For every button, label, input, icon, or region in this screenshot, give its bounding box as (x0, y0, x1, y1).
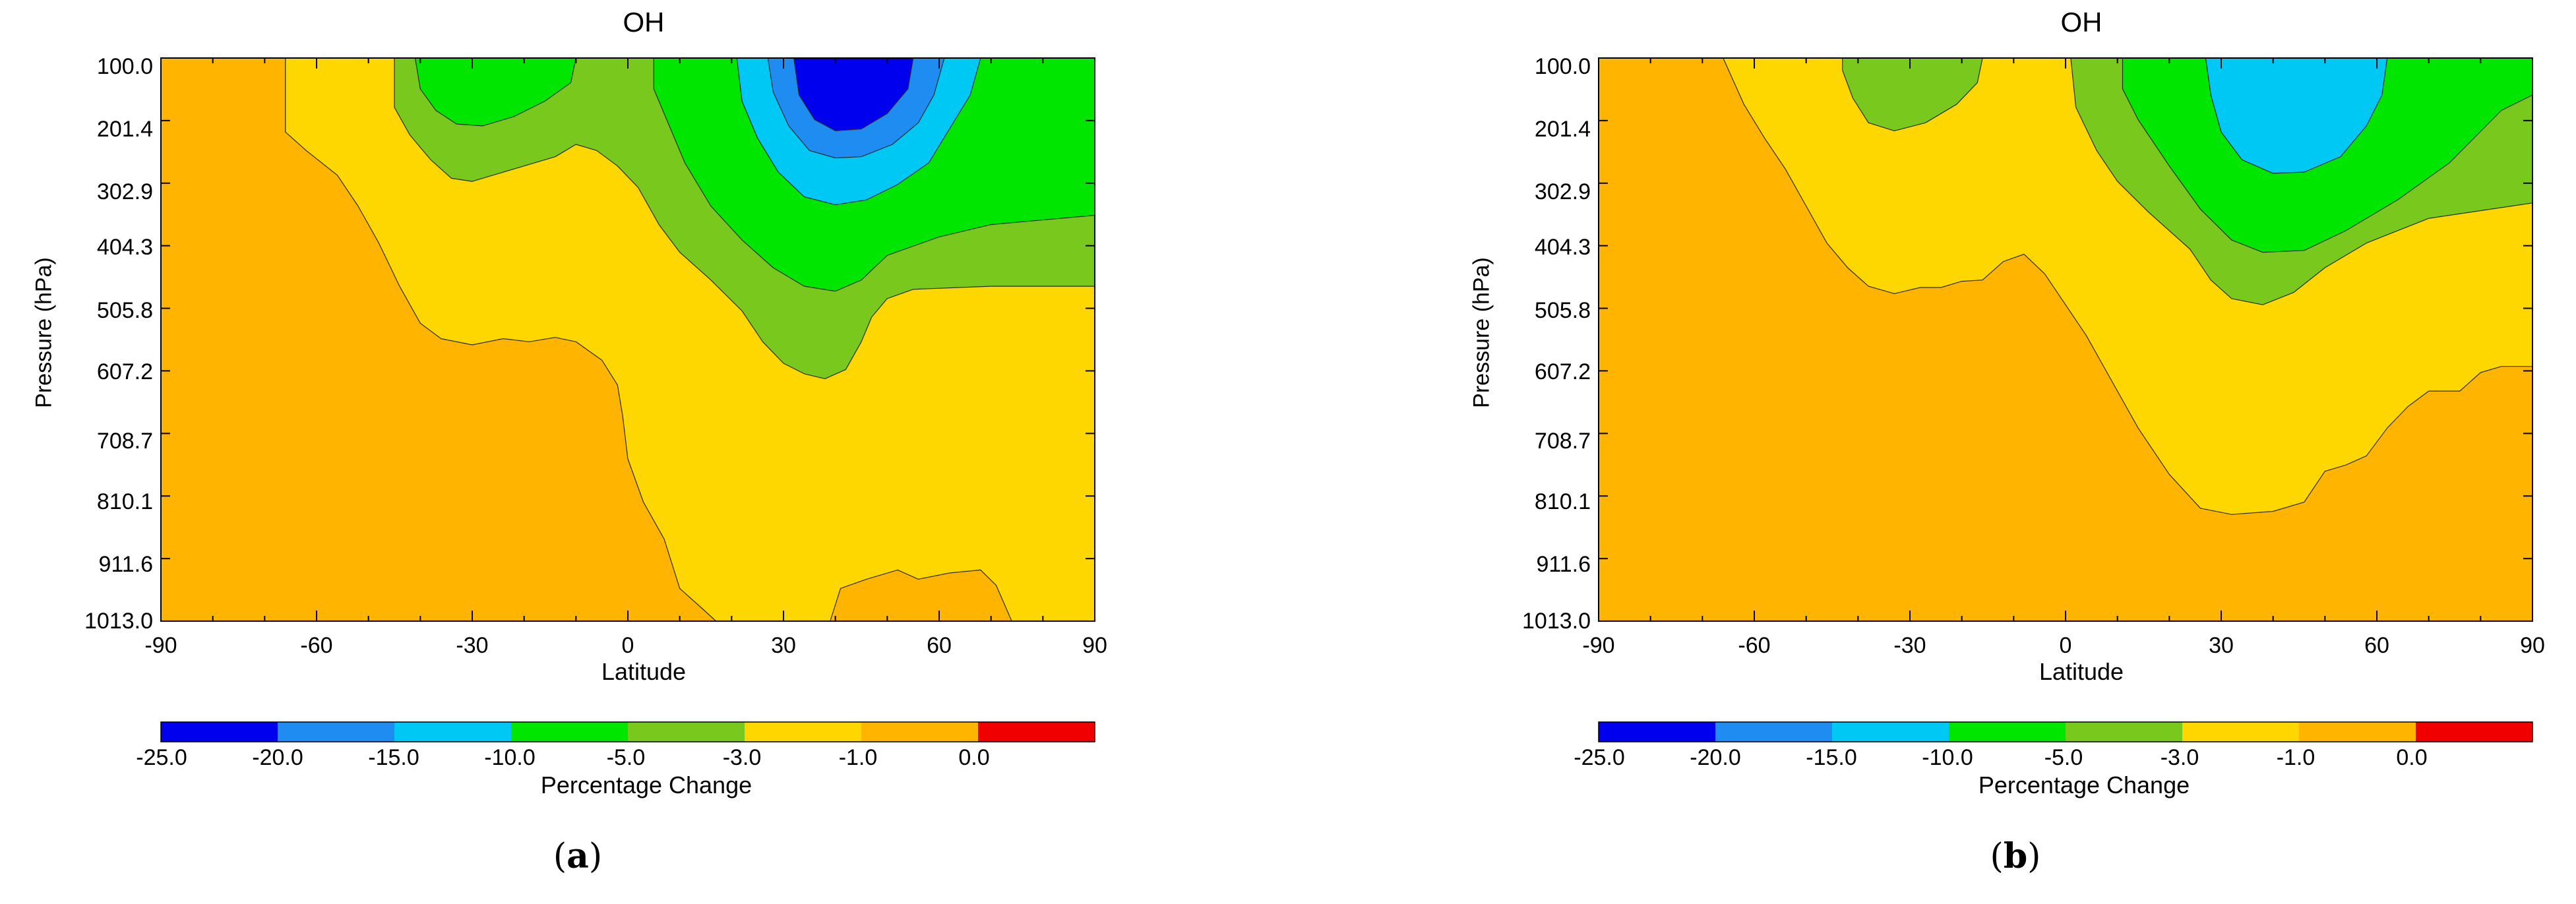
colorbar-swatch (2066, 722, 2182, 742)
panel-b-label: (b) (1990, 836, 2041, 876)
colorbar-tick-label: -3.0 (722, 745, 762, 770)
panel-a-y-axis-label: Pressure (hPa) (31, 257, 57, 408)
colorbar-swatch (745, 722, 861, 742)
y-tick-label: 302.9 (96, 179, 153, 204)
contour-region (1842, 57, 1983, 131)
x-tick-label: -60 (1738, 633, 1771, 658)
panel-b-plot-area (1598, 57, 2533, 622)
y-tick-label: 404.3 (96, 235, 153, 260)
colorbar-swatch (1715, 722, 1832, 742)
colorbar-tick-label: -25.0 (136, 745, 187, 770)
contour-region (2205, 57, 2388, 174)
y-tick-label: 201.4 (1534, 117, 1591, 142)
colorbar-tick-label: 0.0 (958, 745, 990, 770)
colorbar-tick-label: -20.0 (1690, 745, 1741, 770)
panel-b-y-axis-label: Pressure (hPa) (1469, 257, 1494, 408)
colorbar-tick-label: -15.0 (368, 745, 419, 770)
x-tick-label: 0 (621, 633, 634, 658)
colorbar-tick-label: -5.0 (2044, 745, 2083, 770)
panel-a-x-axis-label: Latitude (601, 658, 687, 685)
x-tick-label: -30 (1893, 633, 1926, 658)
colorbar-tick-label: -15.0 (1806, 745, 1857, 770)
x-tick-label: 30 (771, 633, 796, 658)
y-tick-label: 505.8 (1534, 298, 1591, 323)
colorbar-swatch (628, 722, 745, 742)
panel-a-letter: a (567, 836, 589, 876)
contour-region (793, 57, 914, 131)
panel-b-svg (1598, 57, 2533, 742)
panel-b-colorbar-label: Percentage Change (1978, 771, 2190, 799)
x-tick-label: 90 (1082, 633, 1107, 658)
panel-a-title: OH (623, 7, 665, 38)
colorbar-frame (1598, 721, 2533, 742)
y-tick-label: 404.3 (1534, 235, 1591, 260)
y-tick-label: 1013.0 (1522, 609, 1591, 634)
colorbar-tick-label: -10.0 (1922, 745, 1973, 770)
colorbar-swatch (978, 722, 1095, 742)
colorbar-tick-label: -10.0 (484, 745, 536, 770)
panel-a-plot-area (160, 57, 1095, 622)
x-tick-label: -90 (1582, 633, 1615, 658)
panel-b-letter: b (2003, 836, 2028, 876)
colorbar-frame (160, 721, 1095, 742)
x-tick-label: 60 (2364, 633, 2389, 658)
y-tick-label: 100.0 (1534, 54, 1591, 79)
colorbar-swatch (1832, 722, 1949, 742)
panel-a: OH Pressure (hPa) Latitude 100.0 201.4 3… (31, 7, 1107, 876)
y-tick-label: 100.0 (96, 54, 153, 79)
colorbar-swatch (2416, 722, 2532, 742)
x-tick-label: 0 (2059, 633, 2072, 658)
colorbar-swatch (2299, 722, 2416, 742)
panel-a-colorbar-label: Percentage Change (540, 771, 752, 799)
colorbar-swatch (161, 722, 278, 742)
panel-a-colorbar (160, 721, 1095, 742)
x-tick-label: 60 (927, 633, 952, 658)
panel-b-title: OH (2060, 7, 2102, 38)
colorbar-tick-label: -3.0 (2160, 745, 2199, 770)
colorbar-tick-label: -1.0 (838, 745, 878, 770)
y-tick-label: 708.7 (1534, 429, 1591, 454)
x-tick-label: -30 (456, 633, 489, 658)
y-tick-label: 302.9 (1534, 179, 1591, 204)
colorbar-swatch (278, 722, 394, 742)
panel-b-colorbar (1598, 721, 2533, 742)
colorbar-swatch (861, 722, 978, 742)
colorbar-tick-label: -25.0 (1574, 745, 1625, 770)
panel-a-svg (160, 57, 1095, 742)
panel-b: OH Pressure (hPa) Latitude 100.0 201.4 3… (1438, 0, 2576, 904)
x-tick-label: -60 (300, 633, 333, 658)
colorbar-swatch (511, 722, 628, 742)
y-tick-label: 810.1 (1534, 489, 1591, 514)
colorbar-swatch (2182, 722, 2299, 742)
y-tick-label: 201.4 (96, 117, 153, 142)
y-tick-label: 1013.0 (84, 609, 153, 634)
y-tick-label: 505.8 (96, 298, 153, 323)
y-tick-label: 911.6 (1536, 552, 1591, 577)
x-tick-label: 90 (2520, 633, 2545, 658)
contour-region (830, 569, 1012, 622)
panel-b-x-axis-label: Latitude (2039, 658, 2124, 685)
y-tick-label: 911.6 (98, 552, 153, 577)
colorbar-swatch (394, 722, 511, 742)
colorbar-tick-label: -20.0 (252, 745, 303, 770)
colorbar-tick-label: -5.0 (606, 745, 646, 770)
y-tick-label: 810.1 (96, 489, 153, 514)
colorbar-swatch (1599, 722, 1715, 742)
panel-a-label: (a) (553, 836, 603, 876)
colorbar-tick-label: -1.0 (2276, 745, 2315, 770)
colorbar-swatch (1949, 722, 2066, 742)
y-tick-label: 708.7 (96, 429, 153, 454)
x-tick-label: 30 (2209, 633, 2234, 658)
y-tick-label: 607.2 (96, 359, 153, 384)
colorbar-tick-label: 0.0 (2396, 745, 2428, 770)
x-tick-label: -90 (144, 633, 177, 658)
y-tick-label: 607.2 (1534, 359, 1591, 384)
contour-region (414, 57, 576, 127)
